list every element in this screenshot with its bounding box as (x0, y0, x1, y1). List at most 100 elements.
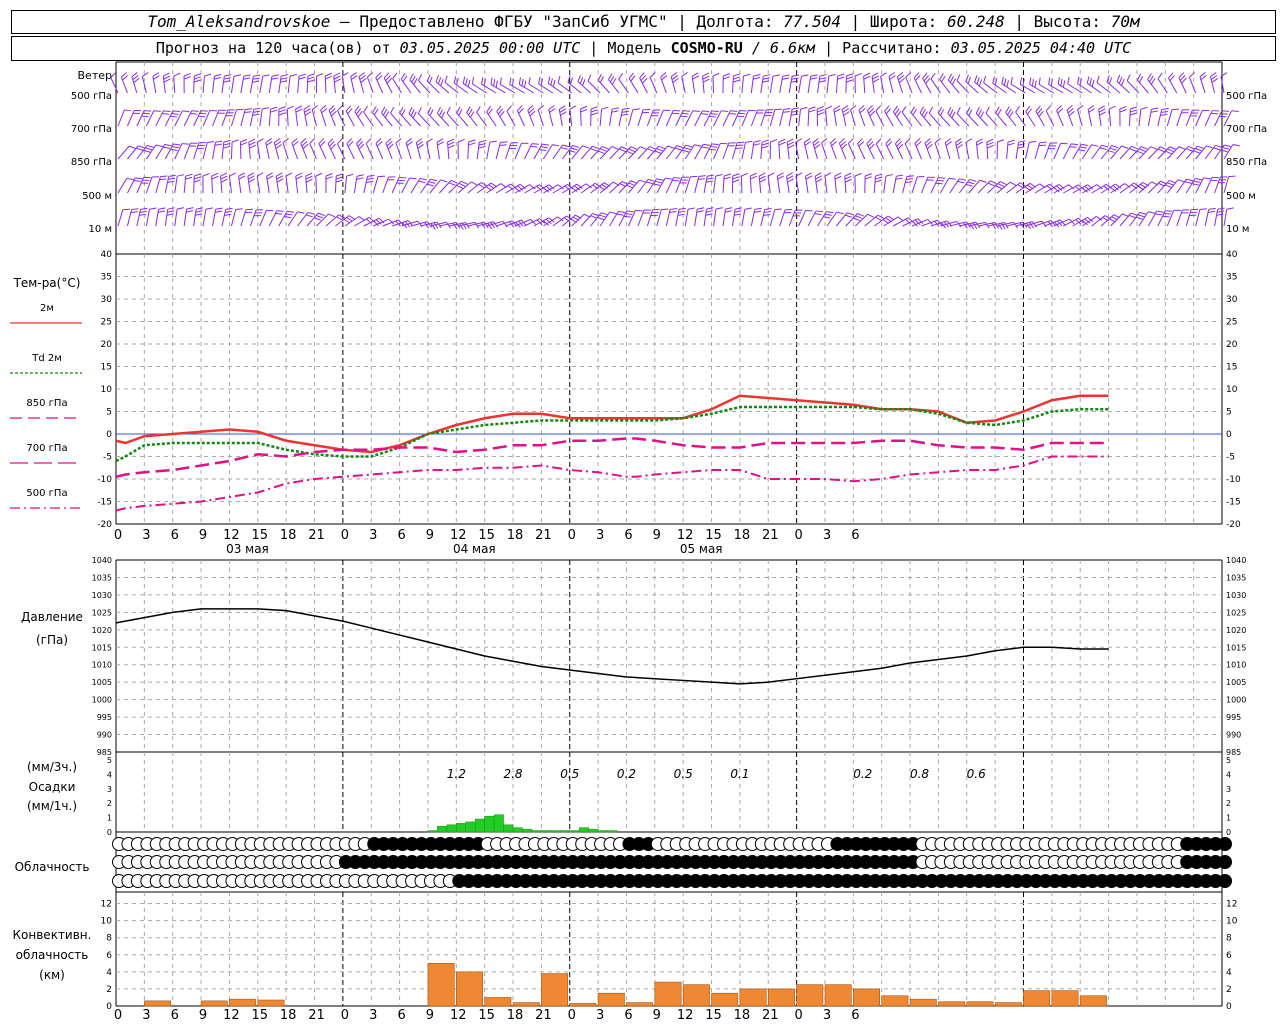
wind-barb (1166, 108, 1180, 127)
wind-barb-staff (1166, 109, 1173, 127)
wind-barb (221, 109, 235, 127)
wind-barb-feather (741, 172, 749, 177)
wind-barb-feather (1099, 111, 1106, 116)
wind-barb-feather (906, 175, 914, 178)
wind-barb (173, 72, 181, 94)
time-tick-label-bottom: 6 (624, 1008, 632, 1023)
wind-barb (162, 72, 171, 94)
wind-barb-staff (316, 213, 329, 227)
date-label: 04 мая (453, 542, 496, 556)
wind-barb-staff (390, 112, 402, 127)
wind-barb-feather (287, 105, 294, 110)
conv-title-2: облачность (16, 948, 89, 962)
wind-barb (769, 108, 782, 127)
wind-barb-feather (478, 183, 485, 189)
wind-barb-feather (343, 218, 351, 224)
wind-barb-feather (456, 184, 464, 189)
wind-barb (817, 210, 834, 227)
pressure-ytick-left: 1010 (92, 661, 112, 670)
wind-barb (259, 107, 270, 127)
wind-barb-feather (703, 143, 711, 146)
wind-barb-feather (346, 217, 353, 222)
wind-barb-feather (611, 78, 617, 85)
wind-barb (399, 106, 412, 127)
wind-barb-feather (1211, 78, 1218, 83)
wind-barb-feather (356, 177, 364, 180)
wind-barb-feather (318, 138, 325, 144)
wind-barb (537, 105, 544, 127)
wind-barb-feather (619, 148, 626, 153)
wind-barb-feather (875, 105, 882, 112)
wind-barb-feather (706, 207, 714, 210)
wind-barb (1214, 207, 1225, 227)
wind-barb-feather (744, 207, 752, 210)
wind-barb-feather (885, 108, 891, 115)
wind-barb-feather (564, 185, 571, 191)
wind-barb-feather (688, 207, 696, 210)
wind-barb-feather (777, 172, 784, 177)
wind-barb-feather (290, 73, 298, 77)
wind-barb-feather (1026, 108, 1032, 115)
conv-ytick-left: 4 (106, 968, 112, 978)
wind-barb-feather (705, 213, 713, 216)
wind-barb (987, 181, 1007, 194)
wind-barb-feather (800, 106, 808, 110)
wind-barb (873, 173, 883, 194)
temp-ytick-left: -20 (97, 520, 112, 530)
wind-barb-feather (875, 173, 883, 177)
wind-barb-feather (1162, 215, 1170, 218)
wind-barb (373, 218, 395, 227)
wind-barb (1029, 77, 1045, 94)
wind-barb-feather (365, 138, 372, 144)
wind-barb-feather (171, 113, 179, 115)
temp-ytick-right: 30 (1226, 295, 1238, 305)
wind-barb-feather (867, 141, 874, 147)
temp-ytick-right: 40 (1226, 250, 1238, 260)
wind-barb-feather (173, 143, 181, 146)
wind-barb-feather (1003, 78, 1007, 86)
wind-barb-feather (1077, 105, 1084, 111)
wind-barb-feather (1119, 109, 1127, 113)
wind-barb (136, 110, 152, 127)
wind-barb-staff (366, 76, 374, 94)
wind-barb-feather (972, 222, 978, 229)
wind-barb-feather (761, 145, 769, 149)
wind-barb-staff (486, 142, 491, 160)
wind-barb-feather (1039, 141, 1047, 144)
wind-barb-feather (1098, 105, 1105, 110)
wind-barb (618, 146, 638, 160)
wind-barb (316, 213, 336, 227)
wind-barb (795, 172, 803, 194)
wind-barb-feather (280, 77, 288, 80)
wind-barb (934, 138, 941, 160)
wind-barb-feather (550, 78, 553, 86)
wind-barb (458, 221, 480, 229)
wind-barb (776, 172, 785, 194)
wind-barb-feather (224, 210, 232, 213)
wind-barb-feather (1164, 184, 1172, 188)
wind-barb (637, 209, 651, 227)
wind-barb-staff (883, 216, 899, 227)
wind-barb (778, 138, 786, 160)
wind-barb (145, 176, 159, 194)
wind-barb-feather (898, 77, 906, 84)
wind-barb (579, 105, 588, 127)
wind-barb-staff (956, 80, 970, 94)
wind-barb-feather (678, 210, 686, 213)
wind-barb (597, 73, 610, 94)
temp-legend-label: 500 гПа (26, 488, 67, 499)
wind-barb-feather (248, 175, 255, 180)
precip-bar (550, 830, 561, 833)
wind-barb-feather (1185, 148, 1193, 152)
wind-barb-feather (654, 180, 662, 184)
wind-barb-feather (670, 208, 678, 210)
wind-barb (750, 140, 761, 160)
wind-barb (618, 72, 629, 94)
wind-barb-feather (696, 210, 704, 213)
wind-barb (391, 176, 407, 194)
wind-barb-staff (656, 110, 664, 127)
wind-barb (1119, 105, 1127, 127)
conv-unit: (км) (39, 968, 65, 982)
wind-barb-feather (685, 144, 693, 148)
